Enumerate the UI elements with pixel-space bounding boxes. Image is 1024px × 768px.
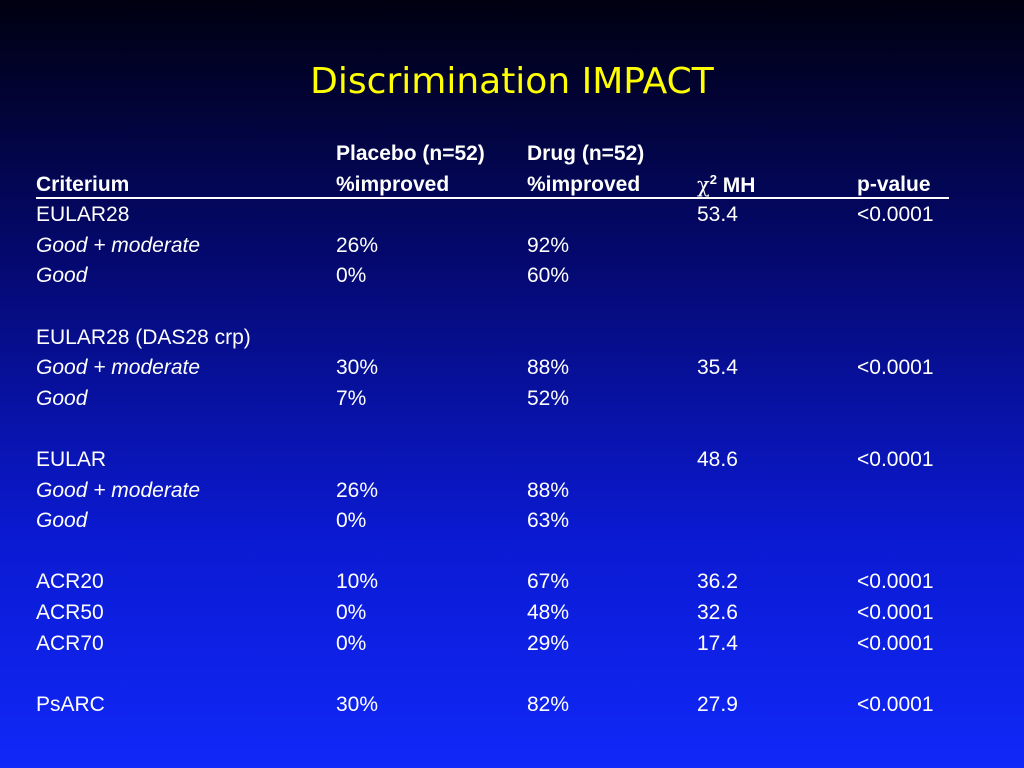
criterium-cell: Good: [36, 386, 88, 410]
table-row: ACR70 0% 29% 17.4 <0.0001: [36, 629, 956, 660]
drug-cell: 82%: [527, 692, 570, 716]
placebo-cell: 7%: [336, 386, 367, 410]
table-row: EULAR28 (DAS28 crp): [36, 323, 956, 354]
chi-superscript: 2: [709, 171, 717, 187]
p-value-cell: <0.0001: [857, 203, 934, 227]
results-table: Placebo (n=52) Drug (n=52) Criterium %im…: [36, 139, 956, 720]
placebo-cell: 30%: [336, 692, 379, 716]
criterium-header: Criterium: [36, 172, 130, 196]
criterium-cell: EULAR: [36, 447, 107, 471]
p-value-cell: <0.0001: [857, 692, 934, 716]
placebo-improved-header: %improved: [336, 172, 450, 196]
criterium-cell: Good + moderate: [36, 356, 201, 380]
p-value-cell: <0.0001: [857, 631, 934, 655]
placebo-cell: 0%: [336, 509, 367, 533]
table-row: EULAR 48.6 <0.0001: [36, 445, 956, 476]
table-spacer: [36, 292, 956, 323]
table-row: Good + moderate 30% 88% 35.4 <0.0001: [36, 353, 956, 384]
chi-square-cell: 32.6: [697, 600, 738, 624]
p-value-cell: <0.0001: [857, 570, 934, 594]
criterium-cell: Good + moderate: [36, 478, 201, 502]
drug-cell: 92%: [527, 233, 570, 257]
criterium-cell: Good: [36, 264, 88, 288]
drug-cell: 29%: [527, 631, 570, 655]
placebo-cell: 0%: [336, 264, 367, 288]
table-row: Good + moderate 26% 88%: [36, 476, 956, 507]
table-spacer: [36, 659, 956, 690]
table-row: ACR20 10% 67% 36.2 <0.0001: [36, 567, 956, 598]
table-spacer: [36, 414, 956, 445]
drug-cell: 60%: [527, 264, 570, 288]
table-header-row: Criterium %improved %improved χ2 MH p-va…: [36, 170, 956, 201]
chi-square-header: χ2 MH: [697, 170, 755, 202]
drug-cell: 88%: [527, 356, 570, 380]
placebo-cell: 26%: [336, 233, 379, 257]
table-body: EULAR28 53.4 <0.0001 Good + moderate 26% 92% G…: [36, 200, 956, 720]
placebo-cell: 10%: [336, 570, 379, 594]
criterium-cell: ACR20: [36, 570, 104, 594]
chi-square-cell: 35.4: [697, 356, 738, 380]
drug-cell: 48%: [527, 600, 570, 624]
chi-square-cell: 17.4: [697, 631, 738, 655]
table-row: Good 0% 60%: [36, 261, 956, 292]
table-row: Good 0% 63%: [36, 506, 956, 537]
criterium-cell: EULAR28: [36, 203, 130, 227]
criterium-cell: PsARC: [36, 692, 105, 716]
criterium-cell: Good + moderate: [36, 233, 201, 257]
table-row: Good + moderate 26% 92%: [36, 231, 956, 262]
drug-cell: 52%: [527, 386, 570, 410]
table-spacer: [36, 537, 956, 568]
drug-improved-header: %improved: [527, 172, 641, 196]
table-header-top-row: Placebo (n=52) Drug (n=52): [36, 139, 956, 170]
placebo-cell: 26%: [336, 478, 379, 502]
table-row: ACR50 0% 48% 32.6 <0.0001: [36, 598, 956, 629]
chi-symbol: χ: [697, 172, 710, 197]
table-row: EULAR28 53.4 <0.0001: [36, 200, 956, 231]
header-underline: [36, 196, 949, 199]
p-value-header: p-value: [857, 172, 931, 196]
chi-square-cell: 36.2: [697, 570, 738, 594]
p-value-cell: <0.0001: [857, 356, 934, 380]
table-row: Good 7% 52%: [36, 384, 956, 415]
placebo-group-header: Placebo (n=52): [336, 142, 485, 165]
chi-suffix: MH: [716, 173, 756, 197]
placebo-cell: 30%: [336, 356, 379, 380]
placebo-cell: 0%: [336, 600, 367, 624]
slide-title: Discrimination IMPACT: [310, 61, 714, 102]
criterium-cell: ACR70: [36, 631, 104, 655]
placebo-cell: 0%: [336, 631, 367, 655]
p-value-cell: <0.0001: [857, 600, 934, 624]
criterium-cell: Good: [36, 509, 88, 533]
table-row: PsARC 30% 82% 27.9 <0.0001: [36, 690, 956, 721]
chi-square-cell: 48.6: [697, 447, 738, 471]
chi-square-cell: 27.9: [697, 692, 738, 716]
chi-square-cell: 53.4: [697, 203, 738, 227]
drug-cell: 88%: [527, 478, 570, 502]
p-value-cell: <0.0001: [857, 447, 934, 471]
criterium-cell: ACR50: [36, 600, 104, 624]
criterium-cell: EULAR28 (DAS28 crp): [36, 325, 251, 349]
drug-group-header: Drug (n=52): [527, 142, 645, 165]
drug-cell: 63%: [527, 509, 570, 533]
drug-cell: 67%: [527, 570, 570, 594]
